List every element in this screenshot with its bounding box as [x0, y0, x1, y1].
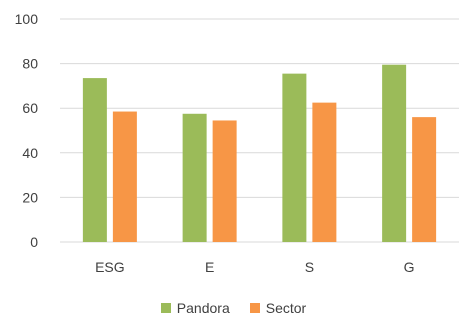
y-tick-label: 80: [22, 56, 38, 72]
x-tick-label: G: [404, 259, 415, 275]
bar-sector-esg: [112, 111, 137, 242]
bar-pandora-g: [382, 64, 407, 242]
y-tick-label: 0: [30, 234, 38, 250]
legend: Pandora Sector: [0, 300, 467, 316]
bars: [82, 64, 437, 243]
legend-item-sector: Sector: [249, 300, 307, 316]
legend-swatch-sector: [249, 303, 260, 313]
bar-pandora-e: [182, 113, 207, 243]
x-tick-label: S: [305, 259, 314, 275]
bar-sector-e: [212, 120, 237, 242]
x-axis-ticks: ESG E S G: [95, 259, 414, 275]
x-tick-label: ESG: [95, 259, 125, 275]
y-tick-label: 100: [15, 11, 39, 27]
legend-label-pandora: Pandora: [176, 300, 230, 316]
y-tick-label: 20: [22, 189, 38, 205]
y-tick-label: 60: [22, 100, 38, 116]
y-tick-label: 40: [22, 145, 38, 161]
legend-label-sector: Sector: [265, 300, 307, 316]
legend-item-pandora: Pandora: [160, 300, 230, 316]
bar-sector-s: [312, 102, 337, 242]
x-tick-label: E: [205, 259, 214, 275]
bar-pandora-s: [282, 73, 307, 242]
bar-sector-g: [412, 117, 437, 242]
bar-pandora-esg: [82, 78, 107, 242]
legend-swatch-pandora: [160, 303, 171, 313]
y-axis-ticks: 0 20 40 60 80 100: [15, 11, 39, 250]
